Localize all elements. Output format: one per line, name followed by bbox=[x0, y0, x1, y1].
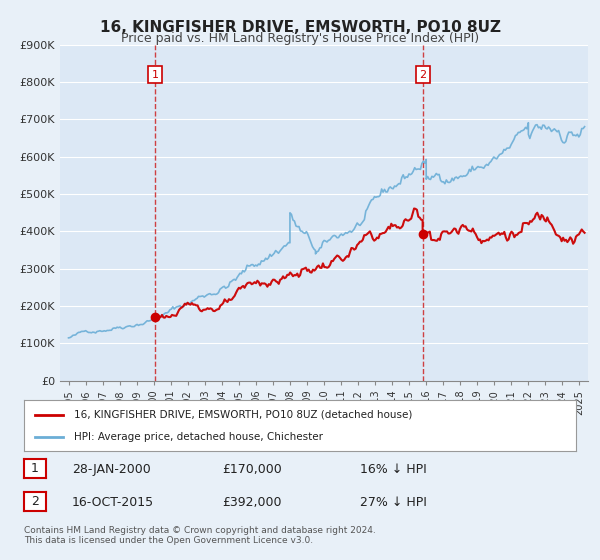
Text: £170,000: £170,000 bbox=[222, 463, 282, 476]
Text: 16, KINGFISHER DRIVE, EMSWORTH, PO10 8UZ (detached house): 16, KINGFISHER DRIVE, EMSWORTH, PO10 8UZ… bbox=[74, 409, 412, 419]
Text: 2: 2 bbox=[419, 69, 426, 80]
Text: £392,000: £392,000 bbox=[222, 496, 281, 510]
Text: Contains HM Land Registry data © Crown copyright and database right 2024.: Contains HM Land Registry data © Crown c… bbox=[24, 526, 376, 535]
Text: Price paid vs. HM Land Registry's House Price Index (HPI): Price paid vs. HM Land Registry's House … bbox=[121, 32, 479, 45]
Text: 28-JAN-2000: 28-JAN-2000 bbox=[72, 463, 151, 476]
Text: 27% ↓ HPI: 27% ↓ HPI bbox=[360, 496, 427, 510]
Text: 16, KINGFISHER DRIVE, EMSWORTH, PO10 8UZ: 16, KINGFISHER DRIVE, EMSWORTH, PO10 8UZ bbox=[100, 20, 500, 35]
Text: HPI: Average price, detached house, Chichester: HPI: Average price, detached house, Chic… bbox=[74, 432, 323, 442]
Text: 16-OCT-2015: 16-OCT-2015 bbox=[72, 496, 154, 510]
Text: 2: 2 bbox=[31, 495, 39, 508]
Text: 1: 1 bbox=[31, 461, 39, 475]
Text: 1: 1 bbox=[151, 69, 158, 80]
Text: 16% ↓ HPI: 16% ↓ HPI bbox=[360, 463, 427, 476]
Text: This data is licensed under the Open Government Licence v3.0.: This data is licensed under the Open Gov… bbox=[24, 536, 313, 545]
